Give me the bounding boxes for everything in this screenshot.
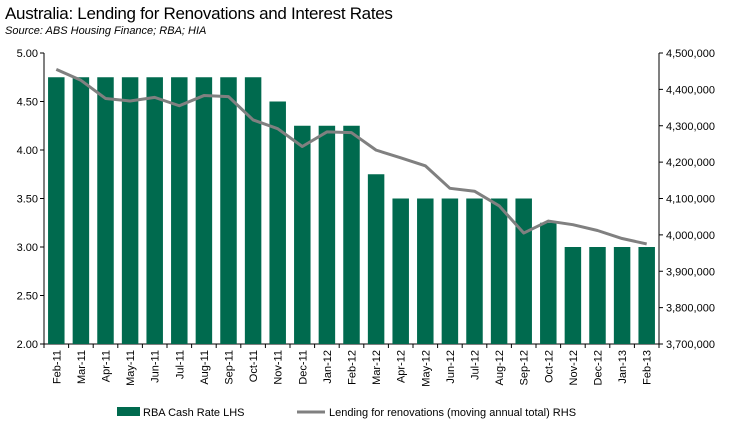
bar <box>515 198 532 344</box>
bar <box>244 77 262 344</box>
bar <box>367 174 385 344</box>
x-tick-label: Mar-12 <box>371 350 383 385</box>
x-tick-label: Jun-12 <box>445 350 457 384</box>
legend-label-line: Lending for renovations (moving annual t… <box>329 407 576 419</box>
right-tick-label: 4,400,000 <box>666 84 715 96</box>
left-tick-label: 3.00 <box>17 242 38 254</box>
legend: RBA Cash Rate LHS Lending for renovations… <box>117 407 576 419</box>
bar <box>540 222 557 344</box>
line-series <box>55 67 648 246</box>
x-tick-label: Feb-11 <box>51 350 63 384</box>
bar <box>48 77 65 344</box>
legend-label-bar: RBA Cash Rate LHS <box>143 407 245 419</box>
bar <box>97 77 114 344</box>
right-tick-label: 3,900,000 <box>666 266 715 278</box>
bar <box>318 125 336 344</box>
x-tick-label: May-12 <box>420 350 432 387</box>
x-tick-label: Dec-11 <box>297 350 309 385</box>
right-tick-label: 4,000,000 <box>666 230 715 242</box>
x-tick-label: Jul-11 <box>174 350 186 379</box>
x-tick-label: Aug-11 <box>199 350 211 385</box>
x-tick-label: Mar-11 <box>76 350 88 384</box>
left-tick-label: 2.00 <box>17 339 38 351</box>
bar <box>564 247 582 344</box>
right-tick-label: 3,700,000 <box>666 339 715 351</box>
left-tick-label: 4.50 <box>17 97 38 109</box>
x-tick-label: Jun-11 <box>150 350 162 383</box>
bar <box>72 77 90 344</box>
x-tick-label: Sep-11 <box>224 350 236 385</box>
right-tick-label: 3,800,000 <box>666 303 715 315</box>
bar <box>466 198 483 344</box>
right-tick-label: 4,500,000 <box>666 48 715 60</box>
legend-swatch-bar <box>117 407 140 416</box>
x-tick-label: Jan-12 <box>322 350 334 384</box>
x-tick-label: May-11 <box>125 350 137 386</box>
chart-subtitle: Source: ABS Housing Finance; RBA; HIA <box>5 25 207 37</box>
bar <box>490 198 508 344</box>
x-tick-label: Nov-12 <box>568 350 580 385</box>
x-tick-label: Sep-12 <box>519 350 531 385</box>
right-tick-label: 4,300,000 <box>666 121 715 133</box>
bar <box>589 247 606 344</box>
x-tick-label: Aug-12 <box>494 350 506 385</box>
chart-title: Australia: Lending for Renovations and I… <box>5 4 393 23</box>
x-tick-label: Feb-12 <box>347 350 359 385</box>
tick-labels: 5.00 4.50 4.00 3.50 3.00 2.50 2.00 4,500,000 4,4… <box>17 48 715 387</box>
bar <box>195 77 213 344</box>
bar <box>343 125 360 344</box>
right-tick-label: 4,100,000 <box>666 194 715 206</box>
bar <box>638 247 655 344</box>
x-tick-label: Oct-12 <box>543 350 555 383</box>
bar <box>294 125 311 344</box>
bar-series <box>48 77 655 344</box>
bar <box>121 77 139 344</box>
x-tick-label: Jul-12 <box>470 350 482 380</box>
bar <box>613 247 631 344</box>
right-tick-label: 4,200,000 <box>666 157 715 169</box>
x-tick-label: Feb-13 <box>642 350 654 385</box>
bar <box>220 77 237 344</box>
left-tick-label: 4.00 <box>17 145 38 157</box>
bar <box>441 198 459 344</box>
bar <box>146 77 163 344</box>
x-tick-label: Oct-11 <box>248 350 260 382</box>
x-tick-label: Dec-12 <box>593 350 605 385</box>
left-tick-label: 2.50 <box>17 291 38 303</box>
left-tick-label: 3.50 <box>17 194 38 206</box>
bar <box>392 198 409 344</box>
left-tick-label: 5.00 <box>17 48 38 60</box>
x-tick-label: Apr-12 <box>396 350 408 383</box>
x-tick-label: Jan-13 <box>617 350 629 384</box>
lending-line <box>55 67 648 246</box>
bar <box>171 77 188 344</box>
x-tick-label: Apr-11 <box>101 350 113 382</box>
x-tick-label: Nov-11 <box>273 350 285 385</box>
bar <box>417 198 434 344</box>
bar <box>269 101 286 344</box>
